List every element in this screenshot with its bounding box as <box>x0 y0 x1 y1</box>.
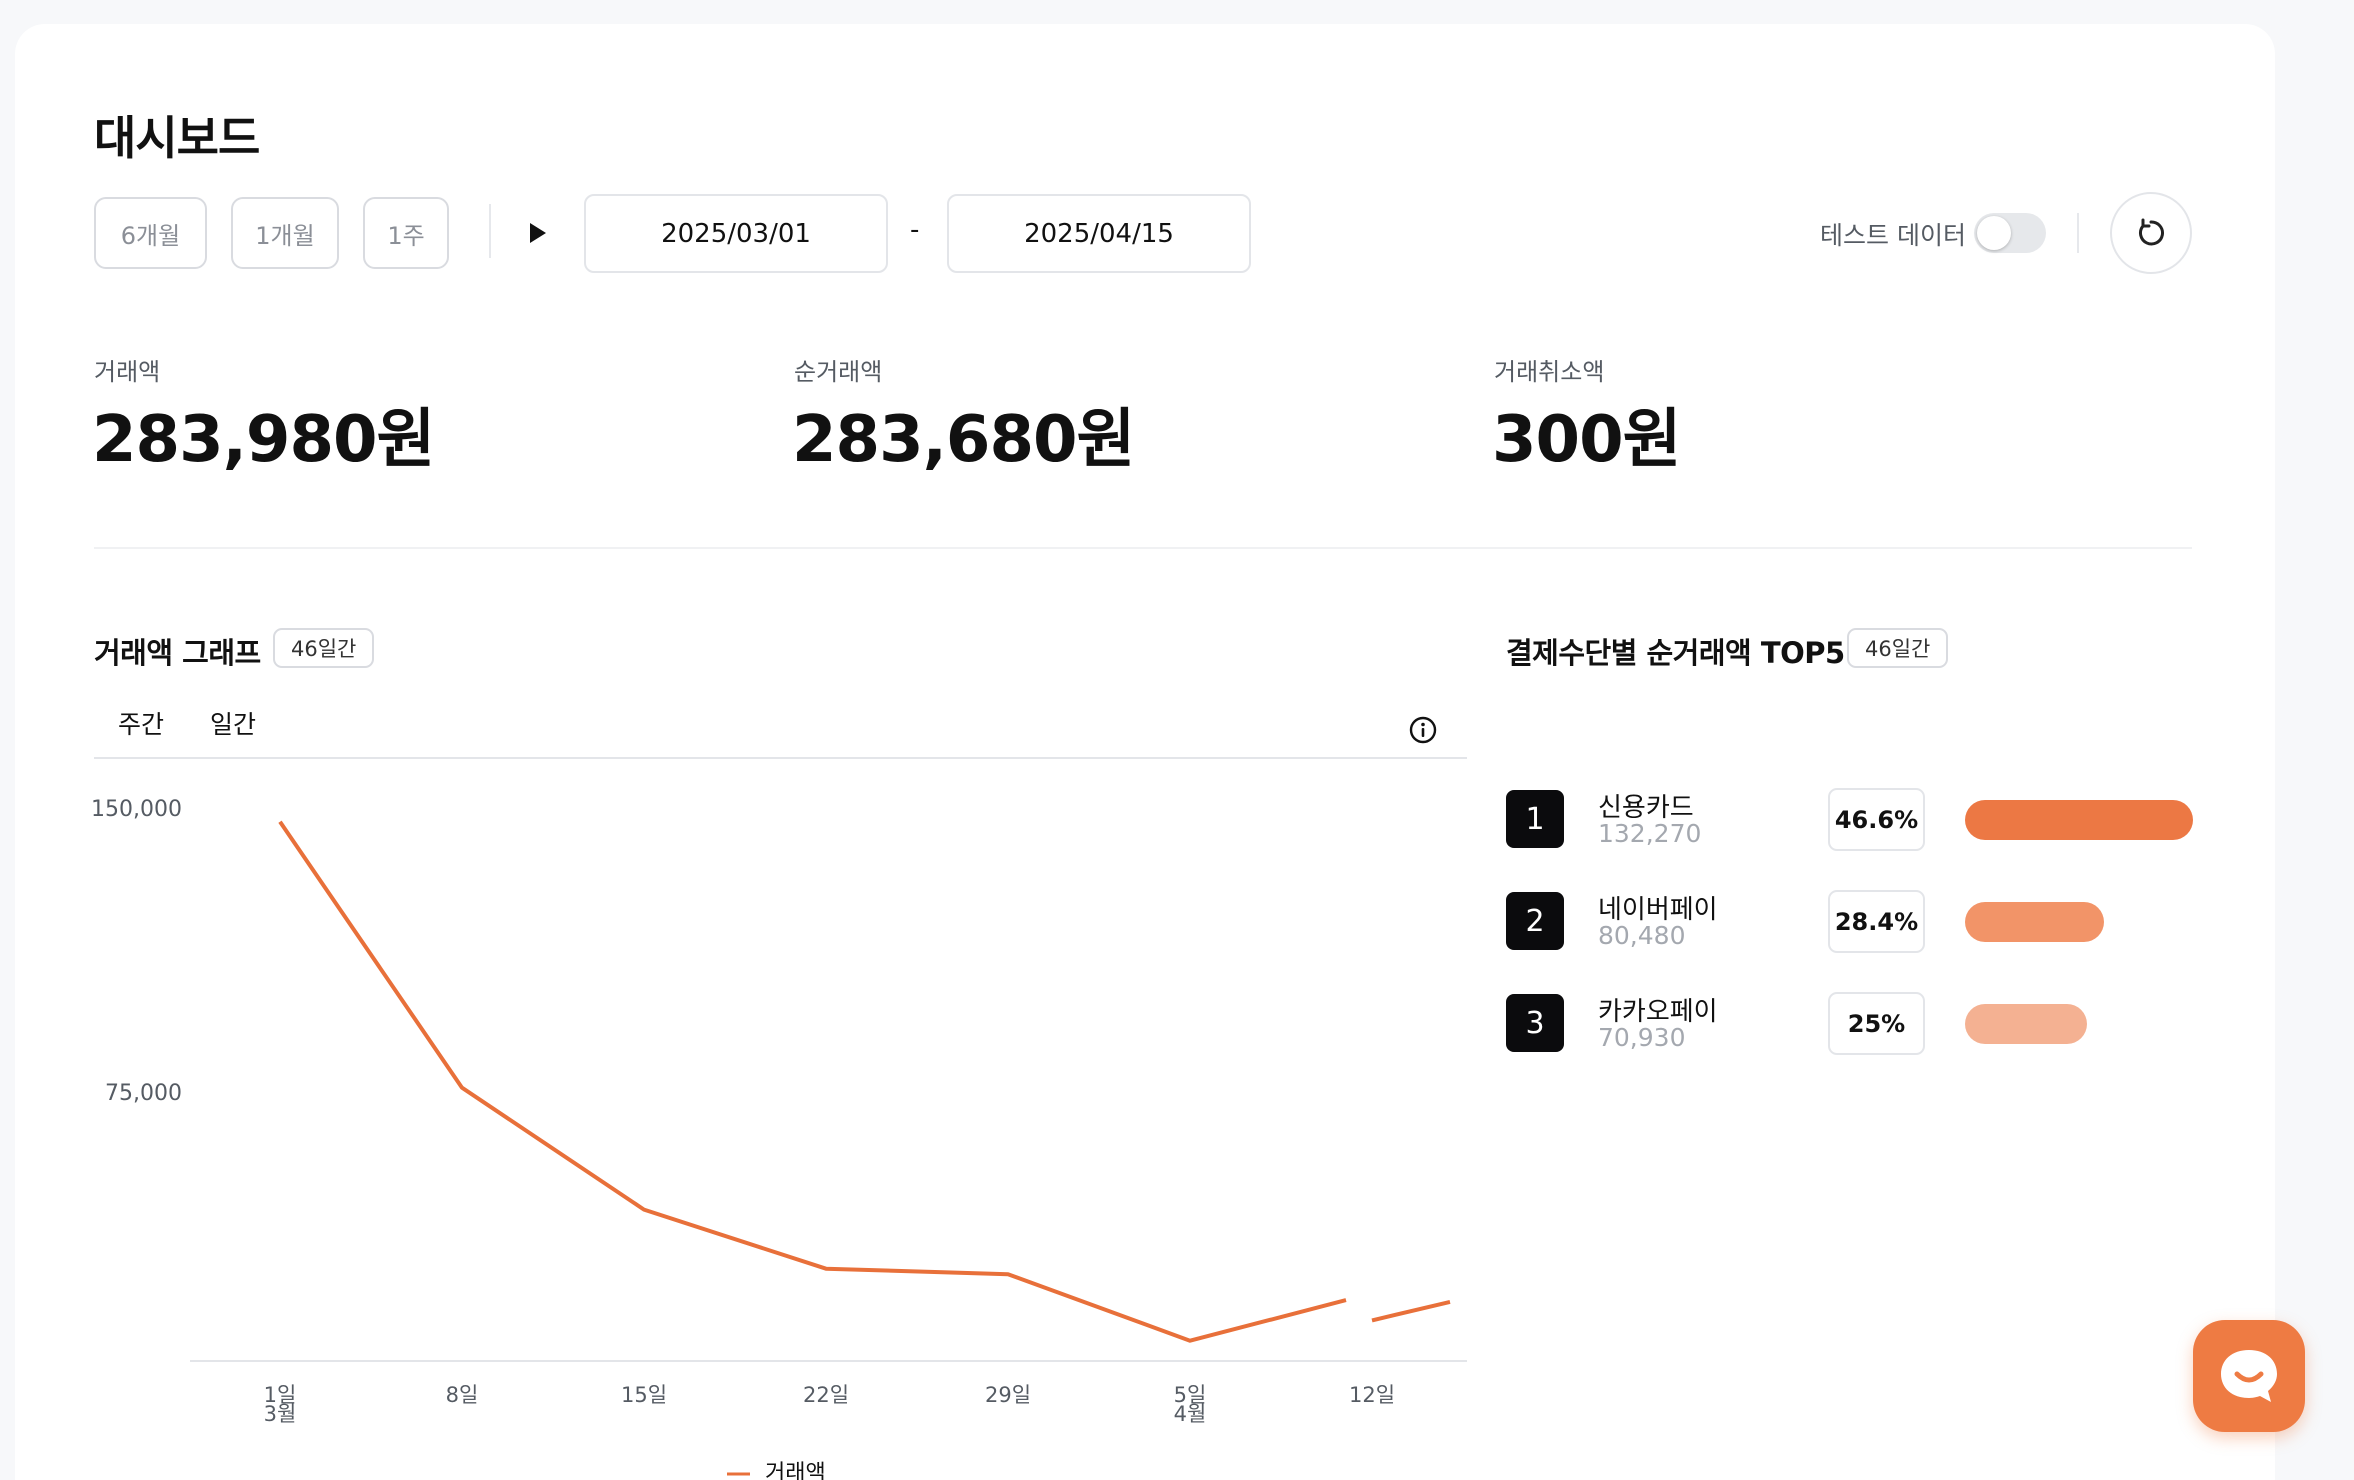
refresh-icon <box>2139 218 2164 246</box>
x-tick-month-label: 4월 <box>1174 1402 1207 1426</box>
x-tick-label: 1일 <box>264 1383 297 1407</box>
page-title: 대시보드 <box>94 111 260 165</box>
stat-cancel-label: 거래취소액 <box>1494 358 1605 386</box>
period-1-month-button[interactable]: 1개월 <box>231 197 339 269</box>
play-icon[interactable] <box>528 221 548 245</box>
stat-gross-label: 거래액 <box>94 358 161 386</box>
test-data-toggle[interactable] <box>1974 213 2046 253</box>
graph-title: 거래액 그래프 <box>94 636 261 670</box>
toggle-knob <box>1977 216 2011 250</box>
date-separator: - <box>910 215 920 245</box>
stat-cancel-value: 300원 <box>1492 403 1681 477</box>
stat-net-value: 283,680원 <box>792 403 1135 477</box>
stat-net-label: 순거래액 <box>794 358 883 386</box>
x-tick-label: 29일 <box>985 1383 1031 1407</box>
y-tick-label: 150,000 <box>91 797 182 822</box>
payment-method-percent: 46.6% <box>1828 788 1925 851</box>
tab-weekly[interactable]: 주간 <box>118 710 165 739</box>
test-data-label: 테스트 데이터 <box>1820 221 1966 250</box>
toolbar-divider <box>2077 213 2079 253</box>
tab-underline <box>94 757 1467 759</box>
start-date-input[interactable]: 2025/03/01 <box>584 194 888 273</box>
legend-label: 거래액 <box>765 1461 826 1480</box>
x-tick-label: 15일 <box>621 1383 667 1407</box>
payment-method-amount: 132,270 <box>1598 819 1702 848</box>
payment-share-bar <box>1965 1004 2087 1044</box>
top5-title: 결제수단별 순거래액 TOP5 <box>1506 636 1845 670</box>
x-tick-month-label: 3월 <box>264 1402 297 1426</box>
rank-badge: 2 <box>1506 892 1564 950</box>
payment-share-bar <box>1965 902 2104 942</box>
series-line <box>278 820 1347 1343</box>
payment-method-amount: 80,480 <box>1598 921 1686 950</box>
payment-share-bar <box>1965 800 2193 840</box>
rank-badge: 1 <box>1506 790 1564 848</box>
series-group <box>278 820 1451 1343</box>
period-1-week-button[interactable]: 1주 <box>363 197 449 269</box>
series-line <box>1371 1299 1451 1323</box>
info-icon[interactable] <box>1408 715 1438 745</box>
x-tick-label: 5일 <box>1174 1383 1207 1407</box>
stat-gross-value: 283,980원 <box>92 403 435 477</box>
end-date-input[interactable]: 2025/04/15 <box>947 194 1251 273</box>
payment-method-amount: 70,930 <box>1598 1023 1686 1052</box>
chat-icon <box>2221 1350 2277 1402</box>
filter-divider <box>489 204 491 258</box>
x-tick-label: 12일 <box>1349 1383 1395 1407</box>
graph-period-badge: 46일간 <box>273 628 375 668</box>
payment-method-name: 카카오페이 <box>1598 997 1718 1027</box>
tab-daily[interactable]: 일간 <box>210 710 257 739</box>
section-divider <box>94 547 2192 549</box>
chat-button[interactable] <box>2193 1320 2305 1432</box>
period-6-months-button[interactable]: 6개월 <box>94 197 207 269</box>
top5-period-badge: 46일간 <box>1847 628 1949 668</box>
payment-method-percent: 28.4% <box>1828 890 1925 953</box>
y-tick-label: 75,000 <box>105 1081 182 1106</box>
x-tick-label: 22일 <box>803 1383 849 1407</box>
refresh-button[interactable] <box>2110 192 2192 274</box>
x-tick-label: 8일 <box>446 1383 479 1407</box>
rank-badge: 3 <box>1506 994 1564 1052</box>
payment-method-name: 신용카드 <box>1598 793 1694 823</box>
payment-method-percent: 25% <box>1828 992 1925 1055</box>
payment-method-name: 네이버페이 <box>1598 895 1718 925</box>
